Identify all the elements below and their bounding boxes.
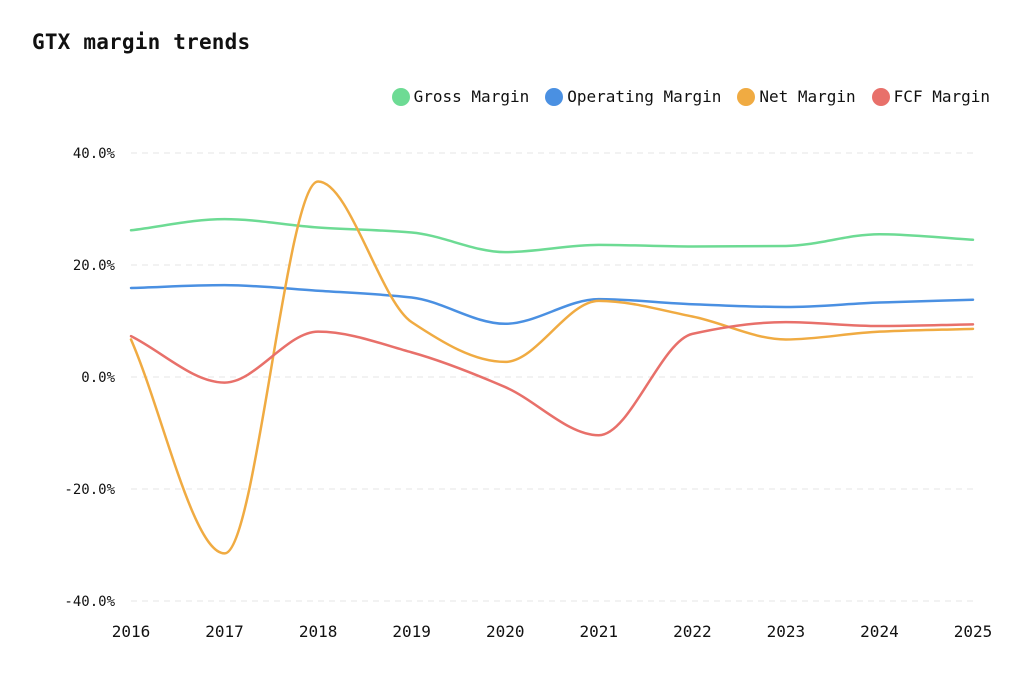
x-tick-label: 2018 xyxy=(299,622,338,641)
legend-swatch-gross-margin xyxy=(391,87,410,106)
series-line-fcf-margin[interactable] xyxy=(129,320,975,437)
x-tick-label: 2025 xyxy=(954,622,993,641)
chart-title: GTX margin trends xyxy=(32,30,251,54)
legend-item-fcf-margin[interactable]: FCF Margin xyxy=(871,87,990,106)
legend-item-net-margin[interactable]: Net Margin xyxy=(737,87,856,106)
legend-label-fcf-margin: FCF Margin xyxy=(893,87,990,106)
legend-label-net-margin: Net Margin xyxy=(759,87,856,106)
legend-item-gross-margin[interactable]: Gross Margin xyxy=(391,87,530,106)
y-tick-label: -20.0% xyxy=(64,482,115,498)
y-tick-label: 40.0% xyxy=(73,146,116,162)
legend: Gross Margin Operating Margin Net Margin… xyxy=(391,87,990,106)
x-tick-label: 2016 xyxy=(112,622,151,641)
y-tick-label: -40.0% xyxy=(64,594,115,610)
grid-layer xyxy=(131,152,973,602)
x-tick-label: 2024 xyxy=(860,622,899,641)
series-line-net-margin[interactable] xyxy=(129,180,975,555)
x-tick-label: 2017 xyxy=(205,622,244,641)
legend-swatch-fcf-margin xyxy=(871,87,890,106)
y-tick-label: 20.0% xyxy=(73,258,116,274)
y-tick-label: 0.0% xyxy=(81,370,115,386)
series-line-gross-margin[interactable] xyxy=(129,217,975,254)
x-tick-label: 2022 xyxy=(673,622,712,641)
legend-swatch-net-margin xyxy=(737,87,756,106)
series-line-operating-margin[interactable] xyxy=(129,283,975,326)
x-axis: 2016 2017 2018 2019 2020 2021 2022 2023 2024 2025 xyxy=(112,622,993,641)
y-axis: 40.0% 20.0% 0.0% -20.0% -40.0% xyxy=(64,146,115,610)
x-tick-label: 2019 xyxy=(392,622,431,641)
series-layer xyxy=(129,180,975,555)
x-tick-label: 2021 xyxy=(580,622,619,641)
legend-label-operating-margin: Operating Margin xyxy=(567,87,722,106)
legend-swatch-operating-margin xyxy=(545,87,564,106)
x-tick-label: 2020 xyxy=(486,622,525,641)
legend-label-gross-margin: Gross Margin xyxy=(413,87,530,106)
legend-item-operating-margin[interactable]: Operating Margin xyxy=(545,87,721,106)
x-tick-label: 2023 xyxy=(767,622,806,641)
